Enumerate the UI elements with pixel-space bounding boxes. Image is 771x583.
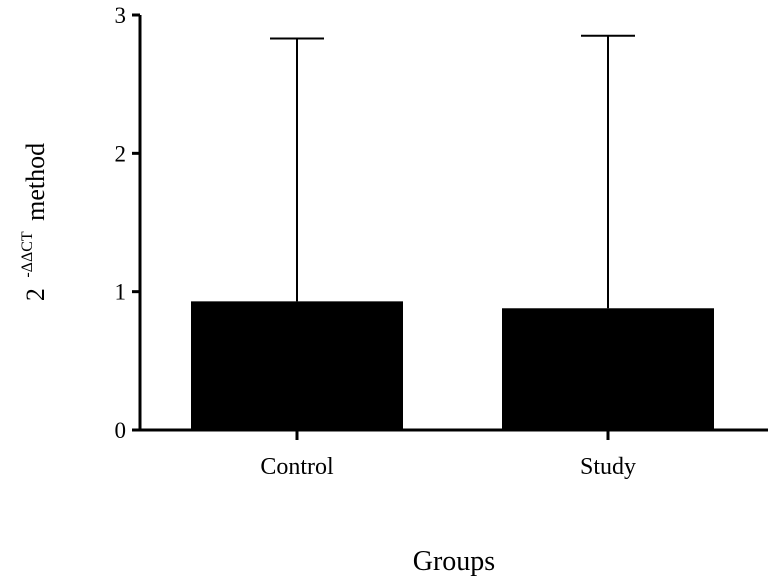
x-tick-label-control: Control bbox=[260, 454, 334, 480]
y-axis-title-suffix: method bbox=[21, 143, 50, 221]
bars-group bbox=[191, 301, 714, 430]
x-tick-label-study: Study bbox=[580, 454, 636, 480]
y-tick-label: 1 bbox=[115, 280, 127, 305]
bar-study bbox=[502, 308, 714, 430]
bar-control bbox=[191, 301, 403, 430]
y-ticks-group: 0 1 2 3 bbox=[115, 3, 140, 443]
x-ticks-group: Control Study bbox=[260, 430, 636, 480]
error-bars-group bbox=[270, 34, 635, 309]
y-axis-title-superscript: -ΔΔCT bbox=[19, 231, 36, 278]
x-axis-title: Groups bbox=[413, 546, 495, 577]
y-axis-title: 2 -ΔΔCT method bbox=[9, 143, 50, 301]
y-tick-label: 2 bbox=[115, 141, 127, 166]
axes-group bbox=[138, 15, 768, 432]
y-tick-label: 0 bbox=[115, 418, 127, 443]
y-axis-title-base: 2 bbox=[21, 288, 50, 301]
y-tick-label: 3 bbox=[115, 3, 127, 28]
